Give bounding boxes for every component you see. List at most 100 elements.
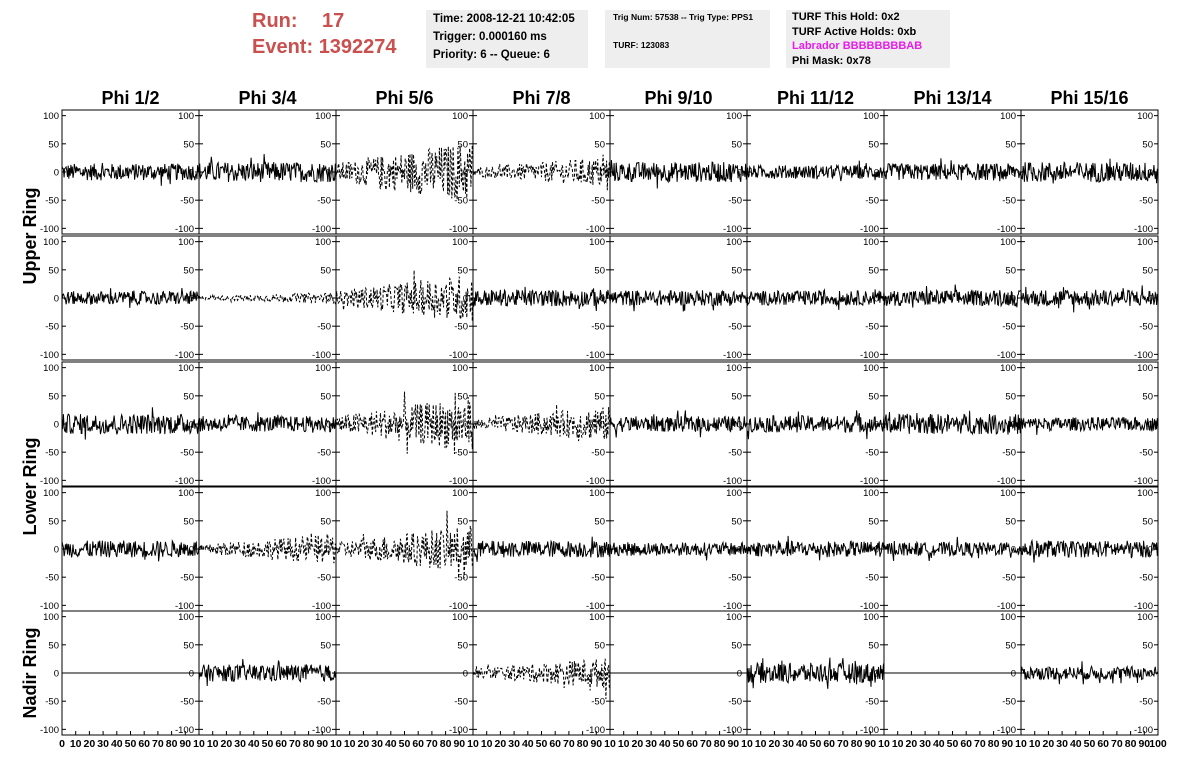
x-tick-label: 90 (453, 738, 465, 750)
y-tick-label-right: 100 (726, 612, 742, 623)
y-tick-label-right: -100 (449, 224, 468, 235)
y-tick-label-right: 100 (178, 488, 194, 499)
y-tick-label-right: -100 (997, 350, 1016, 361)
x-tick-label: 80 (166, 738, 178, 750)
y-tick-label-right: 100 (1000, 111, 1016, 122)
y-tick-label-right: 50 (868, 640, 879, 651)
x-tick-label: 80 (1125, 738, 1137, 750)
x-tick-label: 50 (262, 738, 274, 750)
waveform-r2-c1 (61, 287, 200, 308)
x-tick-label: 80 (440, 738, 452, 750)
waveform-r4-c8 (1020, 538, 1159, 563)
waveform-r4-c5 (609, 540, 748, 561)
y-tick-label-right: 100 (589, 363, 605, 374)
y-tick-label-right: 100 (452, 111, 468, 122)
y-tick-label-right: -50 (1139, 448, 1153, 459)
waveform-r1-c3 (335, 145, 474, 200)
x-tick-label: 10 (878, 738, 890, 750)
column-header-7: Phi 13/14 (913, 88, 991, 108)
waveform-r3-c6 (746, 410, 885, 440)
x-tick-label: 60 (138, 738, 150, 750)
y-tick-label-right: -50 (865, 697, 879, 708)
y-tick-label-left: -100 (40, 601, 59, 612)
y-tick-label-right: 100 (863, 363, 879, 374)
x-tick-label: 60 (1097, 738, 1109, 750)
x-tick-label: 30 (371, 738, 383, 750)
x-tick-label: 50 (810, 738, 822, 750)
x-tick-label: 10 (330, 738, 342, 750)
x-tick-label: 10 (755, 738, 767, 750)
x-tick-label: 80 (714, 738, 726, 750)
y-tick-label-right: -50 (728, 697, 742, 708)
x-tick-label: 60 (412, 738, 424, 750)
y-tick-label-right: 50 (1142, 640, 1153, 651)
y-tick-label-right: 100 (1137, 488, 1153, 499)
y-tick-label-right: -100 (997, 601, 1016, 612)
y-tick-label-right: 50 (183, 391, 194, 402)
waveform-r3-c5 (609, 410, 748, 438)
y-tick-label-right: 50 (1142, 391, 1153, 402)
x-tick-label: 90 (1138, 738, 1150, 750)
trigger-text: Trigger: 0.000160 ms (433, 31, 547, 43)
y-tick-label-right: 100 (863, 488, 879, 499)
y-tick-label-right: 0 (463, 669, 468, 680)
y-tick-label-right: 50 (320, 516, 331, 527)
y-tick-label-right: -50 (591, 322, 605, 333)
y-tick-label-right: -50 (317, 196, 331, 207)
x-tick-label: 90 (316, 738, 328, 750)
y-tick-label-right: 100 (178, 363, 194, 374)
waveform-r1-c5 (609, 159, 748, 189)
labrador-text: Labrador BBBBBBBBAB (792, 40, 923, 52)
y-tick-label-right: -50 (591, 573, 605, 584)
y-tick-label-right: -50 (454, 448, 468, 459)
x-tick-label: 100 (1149, 738, 1167, 750)
waveform-r1-c4 (472, 154, 611, 191)
x-tick-label: 30 (645, 738, 657, 750)
y-tick-label-right: -50 (1002, 322, 1016, 333)
y-tick-label-left: 0 (54, 669, 59, 680)
y-tick-label-right: 100 (315, 363, 331, 374)
y-tick-label-right: -100 (312, 476, 331, 487)
x-tick-label: 40 (522, 738, 534, 750)
x-tick-label: 10 (618, 738, 630, 750)
waveform-r2-c6 (746, 288, 885, 311)
y-tick-label-right: 50 (457, 391, 468, 402)
x-tick-label: 20 (495, 738, 507, 750)
y-tick-label-right: 50 (183, 640, 194, 651)
y-tick-label-right: 100 (589, 612, 605, 623)
x-tick-label: 60 (686, 738, 698, 750)
waveform-r3-c2 (198, 412, 337, 433)
x-tick-label: 70 (426, 738, 438, 750)
x-tick-label: 10 (1029, 738, 1041, 750)
y-tick-label-left: 100 (43, 363, 59, 374)
panel-frame-r2-c3 (335, 235, 474, 361)
y-tick-label-right: -50 (728, 322, 742, 333)
y-tick-label-right: 50 (320, 139, 331, 150)
y-tick-label-right: -50 (728, 573, 742, 584)
x-tick-label: 0 (59, 738, 65, 750)
waveform-r2-c7 (883, 284, 1022, 308)
y-tick-label-right: -100 (449, 725, 468, 736)
y-tick-label-right: 100 (726, 363, 742, 374)
y-tick-label-right: 100 (726, 237, 742, 248)
y-tick-label-right: -100 (997, 476, 1016, 487)
x-tick-label: 10 (1015, 738, 1027, 750)
phi-mask-text: Phi Mask: 0x78 (792, 54, 871, 67)
y-tick-label-right: 0 (737, 669, 742, 680)
y-tick-label-right: 50 (594, 516, 605, 527)
ring-label-3: Nadir Ring (20, 627, 40, 718)
y-tick-label-right: -100 (175, 224, 194, 235)
column-header-8: Phi 15/16 (1050, 88, 1128, 108)
y-tick-label-left: -50 (45, 322, 59, 333)
x-tick-label: 80 (577, 738, 589, 750)
x-tick-label: 10 (604, 738, 616, 750)
x-tick-label: 30 (508, 738, 520, 750)
column-header-5: Phi 9/10 (644, 88, 712, 108)
y-tick-label-right: 50 (868, 391, 879, 402)
y-tick-label-right: 100 (452, 488, 468, 499)
y-tick-label-right: -100 (1134, 350, 1153, 361)
y-tick-label-right: 0 (463, 545, 468, 556)
waveform-r2-c8 (1020, 285, 1159, 313)
x-tick-label: 20 (221, 738, 233, 750)
